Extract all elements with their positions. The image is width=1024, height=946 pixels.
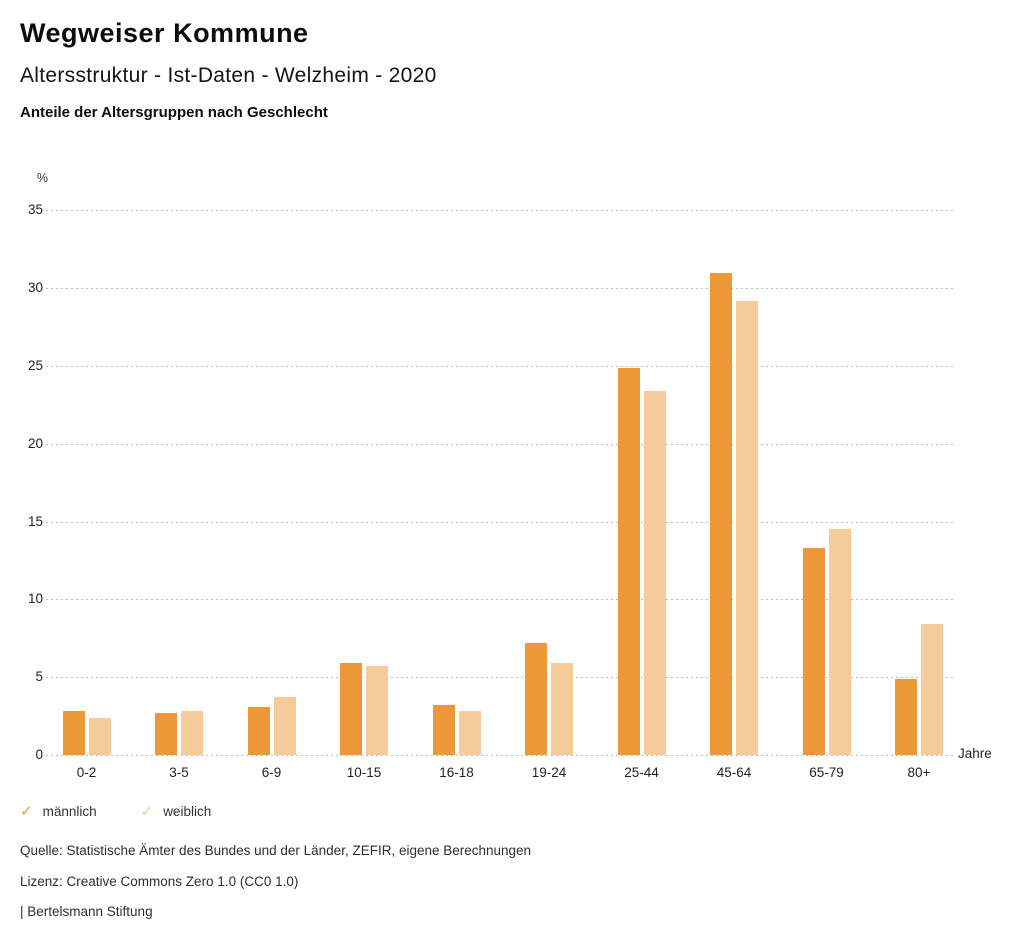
gridline-15: [46, 521, 953, 523]
y-tick-label-25: 25: [27, 358, 43, 373]
bar-weiblich-19-24: [551, 663, 573, 755]
x-tick-label-65-79: 65-79: [809, 765, 844, 780]
footer-source: Quelle: Statistische Ämter des Bundes un…: [20, 843, 532, 858]
gridline-30: [46, 288, 953, 290]
gridline-0: [46, 755, 953, 756]
check-icon: ✓: [20, 802, 33, 820]
bar-weiblich-3-5: [181, 711, 203, 755]
y-tick-label-20: 20: [27, 435, 43, 451]
bar-maennlich-10-15: [340, 663, 362, 755]
legend-item-weiblich[interactable]: ✓ weiblich: [141, 800, 212, 822]
legend-item-maennlich[interactable]: ✓ männlich: [20, 800, 97, 822]
y-tick-label-35: 35: [27, 202, 43, 218]
x-tick-label-16-18: 16-18: [439, 765, 474, 780]
bar-weiblich-16-18: [458, 711, 481, 755]
legend-label: weiblich: [163, 803, 212, 819]
bar-maennlich-6-9: [247, 706, 270, 755]
x-axis-unit-label: Jahre: [958, 746, 992, 761]
bar-maennlich-25-44: [617, 367, 640, 755]
x-tick-label-25-44: 25-44: [624, 765, 659, 780]
bar-weiblich-6-9: [273, 697, 296, 755]
y-tick-label-30: 30: [27, 280, 43, 296]
chart-title: Altersstruktur - Ist-Daten - Welzheim - …: [20, 64, 437, 87]
x-tick-label-45-64: 45-64: [716, 765, 752, 780]
legend: ✓ männlich ✓ weiblich: [20, 800, 255, 822]
gridline-5: [46, 677, 953, 679]
bar-maennlich-80+: [895, 678, 917, 755]
bar-maennlich-0-2: [62, 711, 85, 755]
y-tick-label-15: 15: [27, 513, 43, 529]
footer-attribution: | Bertelsmann Stiftung: [20, 904, 153, 919]
y-axis-unit-label: %: [36, 171, 48, 185]
x-tick-label-3-5: 3-5: [169, 765, 189, 780]
bar-weiblich-45-64: [736, 300, 758, 755]
gridline-10: [46, 599, 953, 601]
x-tick-label-0-2: 0-2: [76, 765, 97, 780]
bar-maennlich-19-24: [525, 643, 547, 755]
y-tick-label-10: 10: [27, 591, 43, 607]
gridline-25: [46, 366, 953, 367]
bar-maennlich-65-79: [802, 548, 825, 755]
gridline-35: [46, 210, 953, 212]
bar-maennlich-45-64: [710, 272, 732, 755]
footer-license: Lizenz: Creative Commons Zero 1.0 (CC0 1…: [20, 874, 299, 889]
bar-weiblich-65-79: [828, 529, 851, 755]
bar-maennlich-3-5: [155, 713, 177, 755]
bar-weiblich-80+: [921, 624, 943, 755]
x-tick-label-6-9: 6-9: [261, 765, 282, 780]
x-tick-label-19-24: 19-24: [531, 765, 567, 780]
bar-maennlich-16-18: [432, 705, 455, 755]
y-tick-label-5: 5: [35, 669, 43, 685]
bar-weiblich-25-44: [643, 390, 666, 755]
chart-subtitle: Anteile der Altersgruppen nach Geschlech…: [20, 104, 328, 121]
y-tick-label-0: 0: [35, 747, 43, 762]
bar-weiblich-10-15: [366, 666, 388, 755]
x-tick-label-10-15: 10-15: [346, 765, 382, 780]
x-tick-label-80+: 80+: [907, 765, 931, 780]
gridline-20: [46, 443, 953, 445]
legend-label: männlich: [42, 803, 97, 819]
bar-weiblich-0-2: [88, 717, 111, 755]
check-icon: ✓: [140, 802, 154, 820]
app-title: Wegweiser Kommune: [20, 18, 309, 48]
